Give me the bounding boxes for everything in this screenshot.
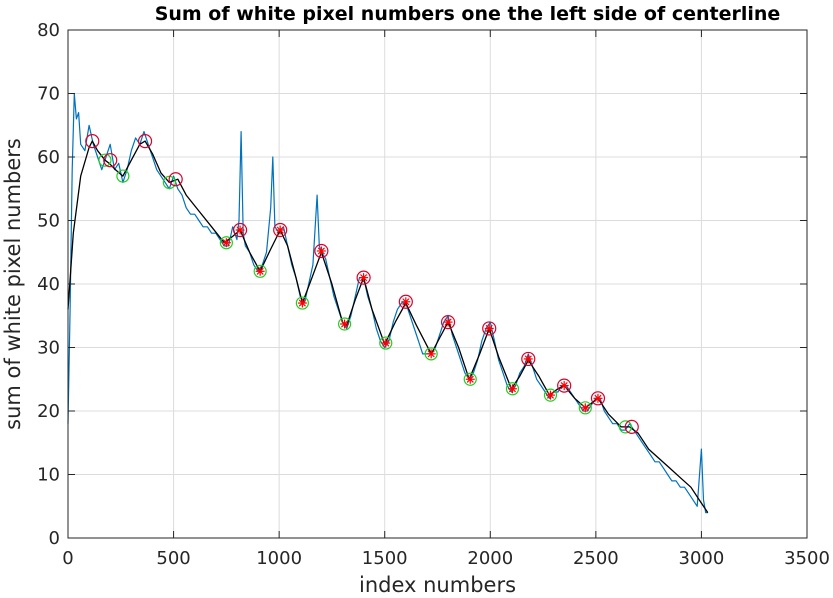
valley-marker [295, 296, 309, 310]
star-stroke [508, 385, 517, 393]
star-stroke [427, 350, 435, 358]
star-stroke [546, 391, 555, 399]
valley-marker [219, 236, 233, 250]
star-marker [593, 393, 603, 403]
y-axis-label: sum of white pixel numbers [1, 138, 25, 430]
valley-marker [618, 420, 633, 434]
star-stroke [317, 247, 325, 255]
peak-marker [557, 378, 572, 393]
star-marker [316, 246, 326, 256]
x-tick-label: 1500 [362, 548, 408, 569]
y-tick-label: 40 [37, 274, 60, 295]
star-marker [465, 374, 475, 384]
valley-marker [379, 336, 393, 350]
x-tick-label: 1000 [256, 548, 302, 569]
star-marker [559, 381, 569, 391]
peak-marker [440, 315, 456, 330]
peak-marker [137, 134, 153, 149]
valley-marker [337, 317, 352, 331]
star-stroke [382, 339, 390, 347]
peak-marker [624, 419, 639, 434]
y-tick-label: 50 [37, 211, 60, 232]
star-marker [507, 384, 517, 394]
peak-marker [103, 153, 118, 168]
peak-marker [314, 243, 329, 259]
star-marker [359, 273, 369, 283]
x-tick-label: 2500 [573, 548, 619, 569]
x-tick-label: 500 [156, 548, 190, 569]
x-tick-label: 0 [62, 548, 73, 569]
star-marker [523, 354, 533, 364]
star-stroke [256, 267, 264, 275]
valley-marker [578, 401, 592, 415]
star-marker [545, 390, 555, 400]
star-stroke [560, 382, 568, 390]
y-tick-label: 0 [49, 528, 60, 549]
star-stroke [298, 299, 306, 307]
peak-marker [85, 134, 100, 149]
star-stroke [276, 226, 284, 234]
peak-marker [482, 321, 497, 336]
plot-content [67, 92, 709, 514]
y-tick-label: 20 [37, 401, 60, 422]
valley-marker [116, 169, 130, 183]
valley-marker [98, 153, 112, 167]
star-stroke [360, 274, 368, 282]
star-marker [580, 403, 590, 413]
peak-marker [398, 294, 413, 309]
star-marker [443, 317, 453, 327]
y-tick-label: 80 [37, 20, 60, 41]
star-stroke [236, 226, 244, 234]
star-stroke [524, 355, 532, 363]
star-stroke [222, 239, 230, 247]
star-marker [235, 225, 245, 235]
star-marker [484, 323, 494, 333]
y-tick-label: 10 [37, 465, 60, 486]
star-marker [381, 338, 391, 348]
star-marker [426, 349, 436, 359]
star-stroke [444, 318, 452, 326]
star-marker [340, 319, 350, 329]
star-marker [401, 297, 411, 307]
x-tick-label: 3500 [784, 548, 830, 569]
ticks: 0 500 1000 1500 2000 2500 3000 3500 0 10 20 30 40 50 6… [37, 20, 830, 569]
valley-marker [505, 382, 520, 396]
star-stroke [581, 404, 589, 412]
peak-marker [273, 222, 288, 238]
y-tick-label: 60 [37, 147, 60, 168]
star-stroke [485, 324, 493, 333]
star-marker [221, 238, 231, 248]
star-stroke [341, 320, 349, 328]
peak-marker [521, 351, 536, 367]
x-axis-label: index numbers [359, 573, 516, 597]
peak-marker [168, 172, 183, 187]
star-marker [297, 298, 307, 308]
star-stroke [466, 375, 474, 383]
peak-marker [590, 391, 606, 406]
star-marker [275, 225, 285, 235]
valley-marker [543, 388, 558, 402]
star-marker [255, 266, 265, 276]
star-stroke [402, 298, 410, 306]
valley-marker [253, 264, 267, 278]
x-tick-label: 2000 [467, 548, 513, 569]
y-tick-label: 30 [37, 338, 60, 359]
smoothed-curve-line [67, 140, 709, 513]
valley-marker [424, 347, 438, 361]
x-tick-label: 3000 [679, 548, 725, 569]
peak-marker [232, 222, 248, 238]
valley-marker [463, 372, 477, 386]
chart-title: Sum of white pixel numbers one the left … [155, 3, 781, 25]
peak-marker [356, 270, 371, 285]
y-tick-label: 70 [37, 84, 60, 105]
star-stroke [594, 394, 602, 402]
